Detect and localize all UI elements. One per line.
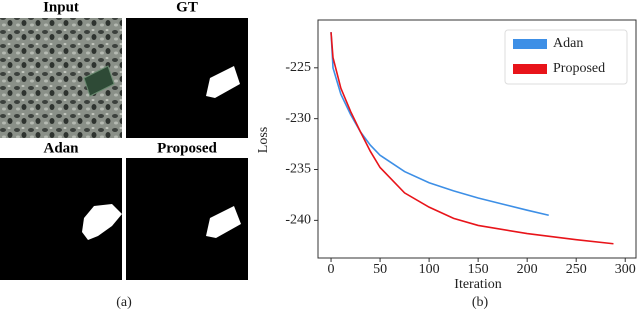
legend-swatch xyxy=(513,39,547,49)
panel-title: Proposed xyxy=(157,140,217,156)
x-axis-label: Iteration xyxy=(454,277,501,292)
x-tick-label: 250 xyxy=(566,262,587,277)
x-tick-label: 50 xyxy=(373,262,387,277)
x-tick-label: 300 xyxy=(615,262,636,277)
panel-title: GT xyxy=(176,0,198,15)
input-object xyxy=(83,65,115,97)
caption: (a) xyxy=(116,295,132,310)
y-axis-label: Loss xyxy=(256,127,271,153)
caption: (b) xyxy=(472,295,489,310)
y-tick-label: -225 xyxy=(285,60,311,75)
x-tick-label: 150 xyxy=(468,262,489,277)
y-tick-label: -240 xyxy=(285,213,311,228)
adan-mask xyxy=(82,204,122,240)
gt-mask xyxy=(206,66,240,98)
panel-title: Input xyxy=(43,0,79,15)
image-panels: Input GT Adan Proposed (a) xyxy=(0,0,248,310)
y-tick-label: -230 xyxy=(285,111,311,126)
x-tick-label: 0 xyxy=(328,262,335,277)
legend-label: Adan xyxy=(553,36,583,51)
loss-curve xyxy=(330,32,549,217)
y-tick-label: -235 xyxy=(285,162,311,177)
loss-curve xyxy=(330,32,614,245)
legend-swatch xyxy=(513,64,547,74)
plot-frame xyxy=(317,19,637,259)
legend-label: Proposed xyxy=(553,61,605,76)
panel-title: Adan xyxy=(43,140,79,156)
proposed-mask xyxy=(206,206,241,238)
x-tick-label: 200 xyxy=(517,262,538,277)
x-tick-label: 100 xyxy=(419,262,440,277)
